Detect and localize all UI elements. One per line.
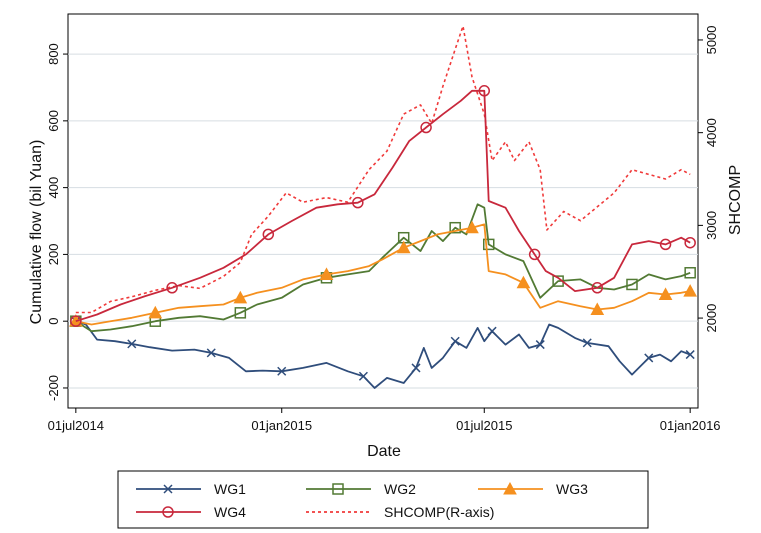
x-tick-label: 01jul2015	[456, 418, 512, 433]
y2-tick-label: 5000	[704, 25, 719, 54]
y2-axis-title: SHCOMP	[727, 165, 744, 235]
y2-tick-label: 2000	[704, 304, 719, 333]
legend-label: WG2	[384, 481, 416, 497]
legend-label: SHCOMP(R-axis)	[384, 504, 494, 520]
y-axis-title: Cumulative flow (bil Yuan)	[28, 140, 45, 325]
x-tick-label: 01jul2014	[48, 418, 104, 433]
legend-label: WG3	[556, 481, 588, 497]
y-tick-label: 200	[46, 244, 61, 266]
y-tick-label: 600	[46, 110, 61, 132]
y-tick-label: 800	[46, 43, 61, 65]
y2-tick-label: 4000	[704, 118, 719, 147]
legend-label: WG4	[214, 504, 246, 520]
chart: -200 0 200 400 600 800 2000 3000 4000 5000 01jul20…	[0, 0, 761, 533]
x-axis-title: Date	[367, 443, 401, 460]
legend-box	[118, 471, 648, 528]
legend-label: WG1	[214, 481, 246, 497]
y2-tick-label: 3000	[704, 211, 719, 240]
legend: WG1 WG2 WG3 WG4 SHCOMP(R-axis)	[118, 471, 648, 528]
y-tick-label: -200	[46, 375, 61, 401]
x-tick-label: 01jan2015	[251, 418, 312, 433]
y-tick-label: 0	[46, 318, 61, 325]
x-tick-label: 01jan2016	[660, 418, 721, 433]
y-tick-label: 400	[46, 177, 61, 199]
